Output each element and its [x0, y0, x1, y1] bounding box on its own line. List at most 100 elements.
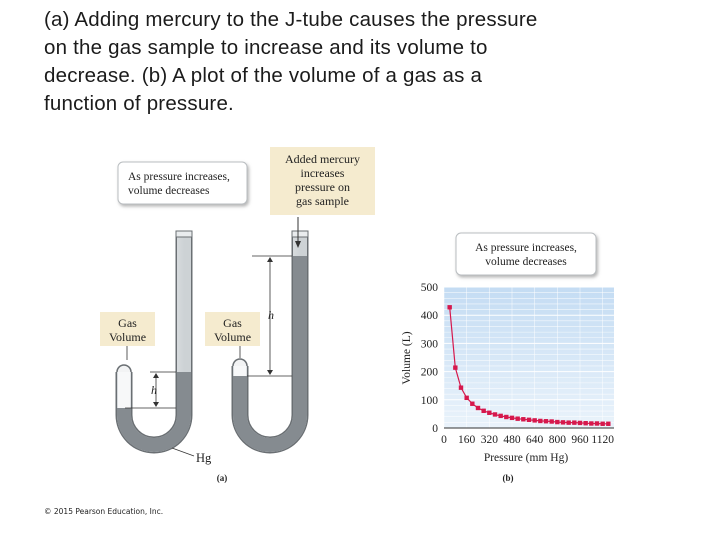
data-point	[470, 401, 475, 406]
callout-b-box	[455, 232, 597, 276]
y-tick-labels: 0 100 200 300 400 500	[421, 282, 439, 435]
gas-left-region	[118, 372, 130, 408]
x-tick-label: 800	[549, 434, 567, 446]
data-point	[560, 420, 566, 425]
mercury-left-top	[117, 408, 131, 415]
x-axis-label: Pressure (mm Hg)	[484, 452, 568, 464]
grid	[443, 286, 614, 429]
data-point	[577, 420, 583, 426]
hg-label: Hg	[196, 451, 212, 465]
slide-heading: (a) Adding mercury to the J-tube causes …	[44, 6, 704, 118]
volume-pressure-chart: 0 100 200 300 400 500 0 160 320 480 640 800 960 1120…	[401, 282, 614, 464]
tube-left-open-end	[175, 230, 193, 238]
y-tick-label: 400	[421, 310, 439, 322]
gas-volume-left-box	[100, 312, 155, 346]
callout-a-line: As pressure increases,	[128, 171, 230, 183]
y-axis-label: Volume (L)	[401, 331, 413, 384]
x-tick-label: 160	[458, 434, 476, 446]
gas-volume-right-line: Volume	[214, 330, 251, 344]
data-point	[475, 405, 481, 411]
y-tick-label: 100	[421, 395, 439, 407]
heading-line: decrease. (b) A plot of the volume of a …	[44, 64, 483, 87]
mercury-right-bend	[233, 376, 307, 452]
added-mercury-line: Added mercury	[285, 152, 360, 166]
hg-pointer	[171, 447, 195, 457]
tube-right-open-end	[291, 230, 309, 238]
data-point	[549, 419, 554, 424]
h-right-arrowhead-down	[267, 370, 273, 375]
gas-volume-left-line: Gas	[118, 316, 137, 330]
callout-b: As pressure increases, volume decreases	[455, 232, 597, 276]
data-point	[543, 419, 549, 424]
gas-volume-left-line: Volume	[109, 330, 146, 344]
heading-line: function of pressure.	[44, 92, 234, 115]
added-mercury-box	[270, 147, 375, 215]
x-tick-labels: 0 160 320 480 640 800 960 1120	[441, 434, 614, 446]
added-mercury-note: Added mercury increases pressure on gas …	[270, 147, 375, 215]
y-tick-label: 500	[421, 282, 439, 294]
x-tick-label: 320	[481, 434, 499, 446]
data-point	[521, 417, 526, 422]
data-point	[594, 421, 600, 426]
data-point	[555, 419, 560, 425]
gas-volume-right-box	[205, 312, 260, 346]
x-tick-label: 1120	[591, 434, 614, 446]
data-point	[515, 416, 520, 421]
j-tube-right: h	[231, 217, 309, 454]
data-point	[447, 305, 452, 310]
y-tick-label: 0	[432, 423, 438, 435]
heading-line: on the gas sample to increase and its vo…	[44, 36, 488, 59]
data-point	[572, 420, 577, 425]
data-point	[498, 413, 503, 419]
data-point	[566, 420, 571, 425]
callout-b-line: As pressure increases,	[475, 242, 577, 254]
x-tick-label: 0	[441, 434, 447, 446]
gas-volume-right-line: Gas	[223, 316, 242, 330]
callout-b-line: volume decreases	[485, 256, 567, 268]
data-point	[481, 408, 486, 413]
data-point	[453, 365, 458, 370]
gas-volume-left: Gas Volume	[100, 312, 155, 346]
mercury-left-right-column	[177, 372, 191, 412]
data-point	[600, 421, 605, 426]
data-point	[532, 418, 537, 423]
callout-a: As pressure increases, volume decreases	[117, 161, 248, 205]
gas-volume-right: Gas Volume	[205, 312, 260, 346]
data-point	[492, 412, 498, 417]
callout-a-line: volume decreases	[128, 185, 210, 197]
callout-a-box	[117, 161, 248, 205]
data-points	[447, 305, 611, 426]
added-mercury-line: increases	[301, 166, 345, 180]
data-point	[458, 385, 464, 390]
data-point	[589, 421, 594, 426]
added-mercury-line: gas sample	[296, 194, 349, 208]
data-point	[504, 414, 509, 420]
x-tick-label: 480	[503, 434, 521, 446]
y-tick-label: 300	[421, 338, 439, 350]
copyright-notice: © 2015 Pearson Education, Inc.	[44, 507, 164, 516]
h-right-arrowhead-up	[267, 257, 273, 262]
data-point	[526, 417, 532, 423]
panel-b-label: (b)	[503, 473, 514, 483]
data-point	[606, 421, 611, 426]
mercury-right-column	[293, 256, 307, 378]
added-mercury-line: pressure on	[295, 180, 350, 194]
data-point	[509, 415, 515, 421]
data-point	[538, 418, 543, 424]
data-point	[487, 410, 492, 415]
y-tick-label: 200	[421, 367, 439, 379]
tube-right-cap	[232, 358, 248, 367]
added-mercury-arrowhead	[295, 241, 301, 248]
j-tube-left: h	[115, 230, 193, 454]
h-right-label: h	[268, 308, 274, 322]
panel-a: As pressure increases, volume decreases …	[100, 147, 375, 483]
plot-area	[444, 287, 614, 428]
x-tick-label: 640	[526, 434, 544, 446]
h-left-arrowhead-down	[153, 402, 159, 407]
x-tick-label: 960	[571, 434, 589, 446]
panel-a-label: (a)	[217, 473, 228, 483]
data-point	[464, 395, 469, 401]
mercury-left-bend	[117, 408, 191, 452]
h-left-arrowhead-up	[153, 373, 159, 378]
